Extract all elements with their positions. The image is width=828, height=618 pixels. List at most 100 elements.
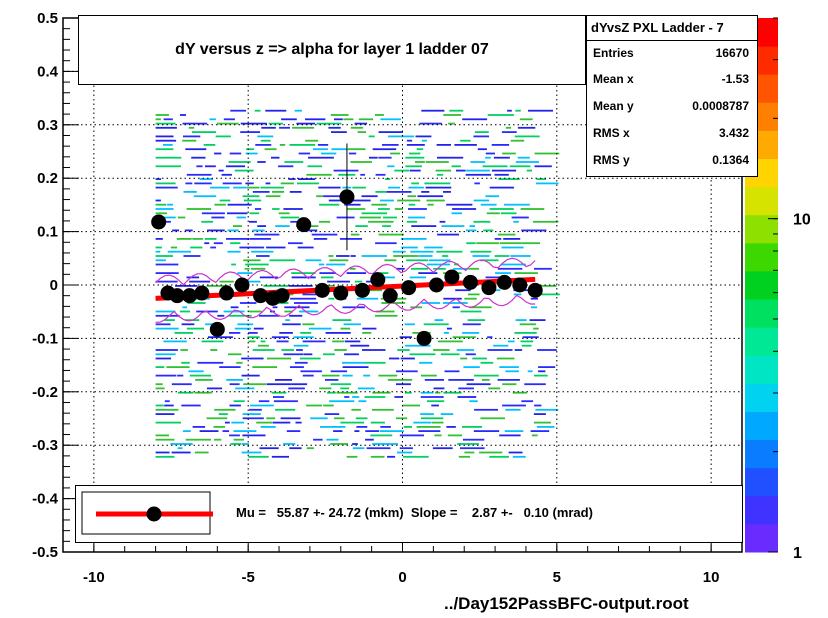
scatter-cell <box>350 344 370 347</box>
scatter-cell <box>427 203 434 206</box>
scatter-cell <box>534 421 551 424</box>
scatter-cell <box>239 246 265 249</box>
scatter-cell <box>356 426 368 428</box>
scatter-cell <box>155 387 165 390</box>
scatter-cell <box>321 152 337 155</box>
scatter-cell <box>384 276 395 279</box>
scatter-cell <box>295 421 302 424</box>
stat-value: 16670 <box>715 46 749 60</box>
scatter-cell <box>244 267 250 270</box>
scatter-cell <box>329 400 355 403</box>
x-tick-label: -5 <box>242 569 255 586</box>
scatter-cell <box>191 156 206 159</box>
scatter-cell <box>155 186 178 189</box>
scatter-cell <box>312 148 328 151</box>
scatter-cell <box>474 131 489 133</box>
scatter-cell <box>249 220 257 223</box>
scatter-cell <box>354 122 368 125</box>
scatter-cell <box>336 391 358 394</box>
scatter-cell <box>297 246 314 249</box>
scatter-cell <box>394 396 403 398</box>
scatter-cell <box>408 208 427 210</box>
scatter-cell <box>193 195 217 198</box>
scatter-cell <box>355 225 368 227</box>
scatter-cell <box>201 220 214 223</box>
scatter-cell <box>280 216 300 219</box>
profile-point <box>416 330 432 346</box>
scatter-cell <box>241 374 260 377</box>
scatter-cell <box>411 182 419 185</box>
scatter-cell <box>485 152 495 155</box>
scatter-cell <box>469 306 492 309</box>
scatter-cell <box>340 387 350 390</box>
scatter-cell <box>380 426 391 428</box>
scatter-cell <box>485 276 501 279</box>
x-tick-label: 0 <box>398 569 406 586</box>
scatter-cell <box>531 434 538 437</box>
scatter-cell <box>408 216 426 219</box>
scatter-cell <box>208 336 233 339</box>
scatter-cell <box>227 203 252 206</box>
scatter-cell <box>379 430 404 432</box>
scatter-cell <box>342 374 353 377</box>
scatter-cell <box>416 426 441 428</box>
scatter-cell <box>258 344 269 347</box>
scatter-cell <box>336 216 355 219</box>
scatter-cell <box>278 165 294 168</box>
scatter-cell <box>171 383 192 386</box>
scatter-cell <box>289 447 302 450</box>
scatter-cell <box>296 349 303 351</box>
scatter-cell <box>538 370 546 373</box>
scatter-cell <box>266 383 292 386</box>
scatter-cell <box>229 383 240 386</box>
scatter-cell <box>228 314 252 317</box>
scatter-cell <box>263 285 289 287</box>
scatter-cell <box>319 387 332 390</box>
scatter-cell <box>436 250 463 253</box>
scatter-cell <box>382 216 397 219</box>
scatter-cell <box>328 255 334 257</box>
scatter-cell <box>288 178 296 180</box>
scatter-cell <box>250 404 274 407</box>
scatter-cell <box>443 391 462 394</box>
scatter-cell <box>352 447 365 450</box>
scatter-cell <box>233 438 244 441</box>
scatter-cell <box>396 383 411 386</box>
scatter-cell <box>194 182 212 185</box>
scatter-cell <box>155 139 177 142</box>
scatter-cell <box>302 323 315 326</box>
scatter-cell <box>514 332 537 334</box>
scatter-cell <box>444 370 460 373</box>
scatter-cell <box>313 438 323 441</box>
palette-band <box>745 411 778 441</box>
scatter-cell <box>155 182 176 185</box>
scatter-cell <box>409 276 426 279</box>
scatter-cell <box>497 379 520 381</box>
scatter-cell <box>268 122 283 125</box>
scatter-cell <box>254 233 280 236</box>
scatter-cell <box>403 455 429 458</box>
scatter-cell <box>485 195 500 198</box>
scatter-cell <box>242 413 261 415</box>
scatter-cell <box>257 161 266 163</box>
scatter-cell <box>488 387 501 390</box>
scatter-cell <box>347 148 366 151</box>
scatter-cell <box>421 109 445 112</box>
scatter-cell <box>243 199 262 202</box>
scatter-cell <box>214 438 222 441</box>
scatter-cell <box>372 408 394 411</box>
scatter-cell <box>435 169 452 172</box>
scatter-cell <box>171 451 191 454</box>
scatter-cell <box>243 259 261 262</box>
scatter-cell <box>316 122 342 125</box>
scatter-cell <box>510 139 525 142</box>
scatter-cell <box>271 391 287 394</box>
scatter-cell <box>249 212 260 215</box>
profile-point <box>512 277 528 293</box>
scatter-cell <box>236 216 246 219</box>
scatter-cell <box>271 455 289 458</box>
x-tick-label: 5 <box>553 569 561 586</box>
scatter-cell <box>480 417 505 420</box>
scatter-cell <box>406 220 418 223</box>
profile-point <box>219 285 235 301</box>
